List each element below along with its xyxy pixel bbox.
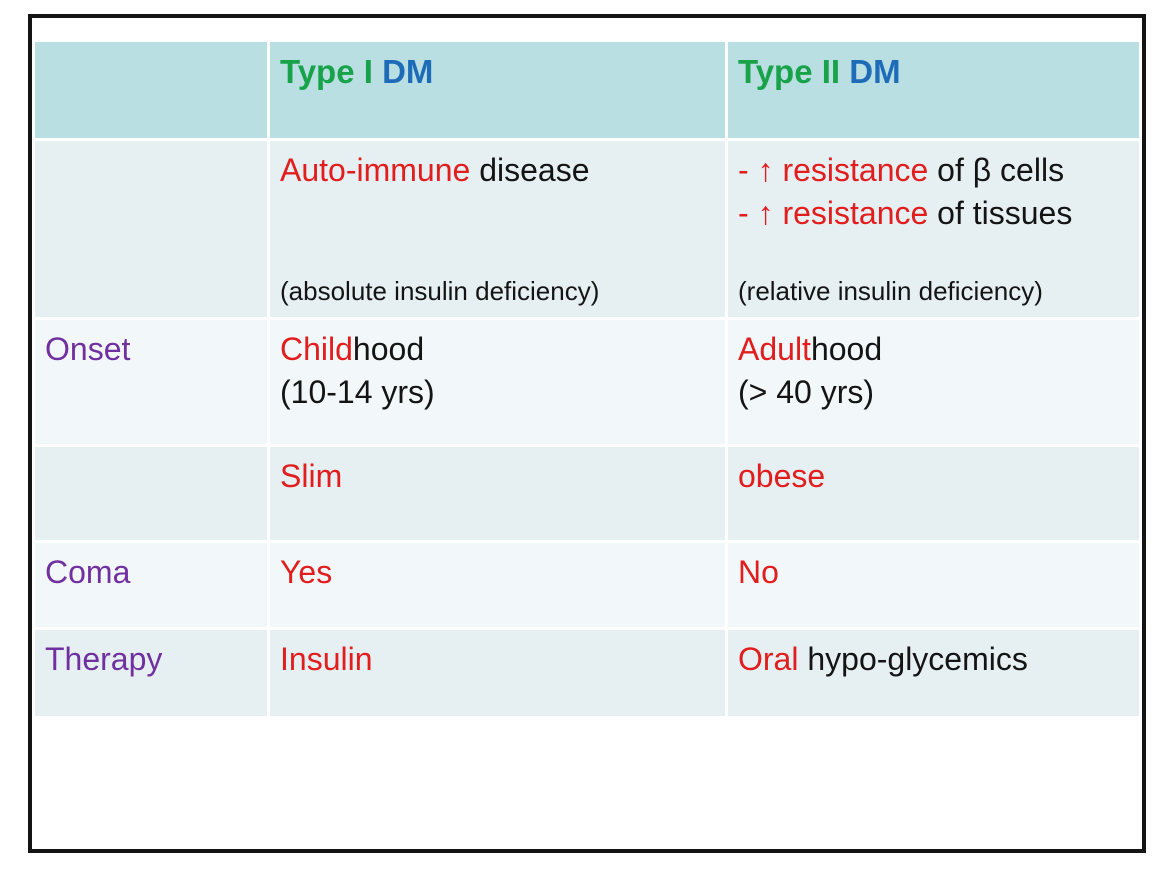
onset-label: Onset [45, 331, 131, 367]
build-type1-cell: Slim [270, 447, 725, 540]
therapy-label-cell: Therapy [35, 630, 267, 716]
onset-type1-sub: (10-14 yrs) [280, 374, 435, 411]
build-type2-text: obese [738, 458, 826, 494]
onset-type1-highlight: Child [280, 331, 353, 367]
therapy-label: Therapy [45, 641, 163, 677]
therapy-type2-plain: hypo-glycemics [798, 641, 1028, 677]
etiology-type1-content: Auto-immune disease (absolute insulin de… [280, 149, 715, 309]
coma-type2-text: No [738, 554, 779, 590]
etiology-type2-line2-plain: of tissues [928, 195, 1073, 232]
coma-label-cell: Coma [35, 543, 267, 627]
etiology-type1-main: Auto-immune disease [280, 149, 715, 192]
dm-comparison-table: Type I DM Type II DM Auto-immune disease… [32, 39, 1142, 719]
onset-type2-main: Adulthood [738, 328, 1129, 371]
etiology-type1-highlight: Auto-immune [280, 152, 471, 188]
therapy-type1-cell: Insulin [270, 630, 725, 716]
build-type2-cell: obese [728, 447, 1139, 540]
onset-label-cell: Onset [35, 320, 267, 444]
etiology-type1-note: (absolute insulin deficiency) [280, 275, 600, 306]
etiology-type2-line1-plain: of β cells [928, 152, 1065, 188]
type1-name-text: Type I [280, 53, 383, 90]
build-row: Slim obese [35, 447, 1139, 540]
type2-dm-text: DM [849, 53, 901, 90]
header-cell-empty [35, 42, 267, 138]
etiology-type2-line2: - ↑ resistance of tissues [738, 192, 1129, 235]
onset-type2-cell: Adulthood (> 40 yrs) [728, 320, 1139, 444]
onset-type2-plain: hood [810, 331, 883, 367]
onset-type1-plain: hood [352, 331, 425, 367]
coma-label: Coma [45, 554, 131, 590]
etiology-row: Auto-immune disease (absolute insulin de… [35, 141, 1139, 317]
etiology-type2-note: (relative insulin deficiency) [738, 275, 1043, 306]
type1-dm-text: DM [382, 53, 434, 90]
therapy-row: Therapy Insulin Oral hypo-glycemics [35, 630, 1139, 716]
therapy-type1-text: Insulin [280, 641, 373, 677]
etiology-type1-cell: Auto-immune disease (absolute insulin de… [270, 141, 725, 317]
etiology-type1-plain: disease [470, 152, 590, 188]
build-type1-text: Slim [280, 458, 343, 494]
coma-type1-cell: Yes [270, 543, 725, 627]
build-label-cell [35, 447, 267, 540]
onset-type1-main: Childhood [280, 328, 715, 371]
coma-type1-text: Yes [280, 554, 333, 590]
header-cell-type2: Type II DM [728, 42, 1139, 138]
etiology-label-cell [35, 141, 267, 317]
etiology-type2-line2-highlight: - ↑ resistance [738, 195, 929, 232]
onset-type1-cell: Childhood (10-14 yrs) [270, 320, 725, 444]
header-row: Type I DM Type II DM [35, 42, 1139, 138]
onset-type2-sub: (> 40 yrs) [738, 374, 875, 411]
etiology-type2-line1-highlight: - ↑ resistance [738, 152, 929, 188]
onset-row: Onset Childhood (10-14 yrs) Adulthood (>… [35, 320, 1139, 444]
etiology-type2-line1: - ↑ resistance of β cells [738, 149, 1129, 192]
onset-type2-highlight: Adult [738, 331, 811, 367]
type2-name-text: Type II [738, 53, 850, 90]
etiology-type2-cell: - ↑ resistance of β cells - ↑ resistance… [728, 141, 1139, 317]
therapy-type2-cell: Oral hypo-glycemics [728, 630, 1139, 716]
coma-type2-cell: No [728, 543, 1139, 627]
slide-frame: Type I DM Type II DM Auto-immune disease… [28, 14, 1146, 853]
therapy-type2-highlight: Oral [738, 641, 799, 677]
coma-row: Coma Yes No [35, 543, 1139, 627]
header-cell-type1: Type I DM [270, 42, 725, 138]
etiology-type2-content: - ↑ resistance of β cells - ↑ resistance… [738, 149, 1129, 309]
